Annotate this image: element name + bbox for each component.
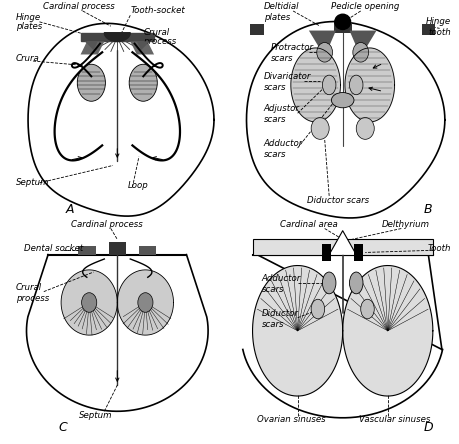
Polygon shape <box>80 41 104 55</box>
Polygon shape <box>308 31 335 57</box>
Text: Delthyrium: Delthyrium <box>381 220 429 229</box>
Text: Adductor: Adductor <box>261 274 300 283</box>
Polygon shape <box>136 41 150 50</box>
Text: Hinge: Hinge <box>16 13 41 22</box>
Circle shape <box>334 14 350 29</box>
Polygon shape <box>117 270 173 335</box>
Text: Septum: Septum <box>16 178 49 187</box>
Polygon shape <box>344 48 394 122</box>
Text: scars: scars <box>261 320 284 329</box>
Text: scars: scars <box>261 285 284 294</box>
Text: Diductor scars: Diductor scars <box>307 196 369 205</box>
Text: Septum: Septum <box>79 411 112 420</box>
Text: process: process <box>143 37 176 46</box>
Ellipse shape <box>355 118 374 139</box>
Ellipse shape <box>352 43 368 62</box>
Text: Adjustor: Adjustor <box>263 104 299 113</box>
Ellipse shape <box>322 272 335 294</box>
Ellipse shape <box>310 299 324 319</box>
Text: C: C <box>59 421 67 434</box>
Polygon shape <box>85 41 98 50</box>
Text: tooth: tooth <box>427 28 450 37</box>
Ellipse shape <box>310 118 329 139</box>
Polygon shape <box>130 41 154 55</box>
Ellipse shape <box>129 64 157 101</box>
Text: Dental socket: Dental socket <box>24 244 84 253</box>
Text: scars: scars <box>263 115 285 124</box>
Polygon shape <box>349 31 375 57</box>
Ellipse shape <box>349 75 362 95</box>
Text: Adductor: Adductor <box>263 139 302 148</box>
Ellipse shape <box>316 43 332 62</box>
Ellipse shape <box>81 293 96 312</box>
Text: B: B <box>423 203 432 216</box>
Text: Crura: Crura <box>16 54 39 63</box>
Polygon shape <box>252 239 432 255</box>
Text: D: D <box>423 421 432 434</box>
Polygon shape <box>342 266 432 396</box>
Polygon shape <box>322 244 330 261</box>
Text: Protractor: Protractor <box>270 44 313 52</box>
Text: process: process <box>16 293 49 303</box>
Polygon shape <box>78 246 95 255</box>
Text: Pedicle opening: Pedicle opening <box>330 2 398 11</box>
Text: scars: scars <box>263 150 285 159</box>
Text: Tooth-socket: Tooth-socket <box>130 7 185 16</box>
Polygon shape <box>250 24 263 35</box>
Text: Divaricator: Divaricator <box>263 72 310 81</box>
Polygon shape <box>290 48 340 122</box>
Polygon shape <box>108 242 126 255</box>
Text: A: A <box>65 203 74 216</box>
Polygon shape <box>329 231 355 255</box>
Text: Crural: Crural <box>16 283 42 292</box>
Text: Ovarian sinuses: Ovarian sinuses <box>256 416 325 424</box>
Polygon shape <box>139 246 156 255</box>
Ellipse shape <box>322 75 335 95</box>
Text: Hinge: Hinge <box>425 17 450 26</box>
Text: plates: plates <box>16 22 42 31</box>
Text: Crural: Crural <box>143 28 169 37</box>
Text: plates: plates <box>263 13 290 22</box>
Polygon shape <box>61 270 117 335</box>
Text: Deltidial: Deltidial <box>263 2 299 11</box>
Text: Diductor: Diductor <box>261 309 298 318</box>
Text: scars: scars <box>270 54 292 63</box>
Text: Vascular sinuses: Vascular sinuses <box>358 416 429 424</box>
Text: Cardinal process: Cardinal process <box>42 2 114 11</box>
Text: scars: scars <box>263 83 285 91</box>
Polygon shape <box>333 22 351 33</box>
Polygon shape <box>104 33 130 41</box>
Ellipse shape <box>349 272 362 294</box>
Ellipse shape <box>360 299 374 319</box>
Ellipse shape <box>77 64 105 101</box>
Text: Cardinal process: Cardinal process <box>71 220 142 229</box>
Text: Tooth: Tooth <box>426 244 450 253</box>
Polygon shape <box>420 24 434 35</box>
Polygon shape <box>252 266 342 396</box>
Ellipse shape <box>330 92 353 108</box>
Text: Loop: Loop <box>128 181 149 190</box>
Ellipse shape <box>138 293 153 312</box>
Polygon shape <box>80 33 154 41</box>
Polygon shape <box>353 244 362 261</box>
Text: Cardinal area: Cardinal area <box>280 220 337 229</box>
